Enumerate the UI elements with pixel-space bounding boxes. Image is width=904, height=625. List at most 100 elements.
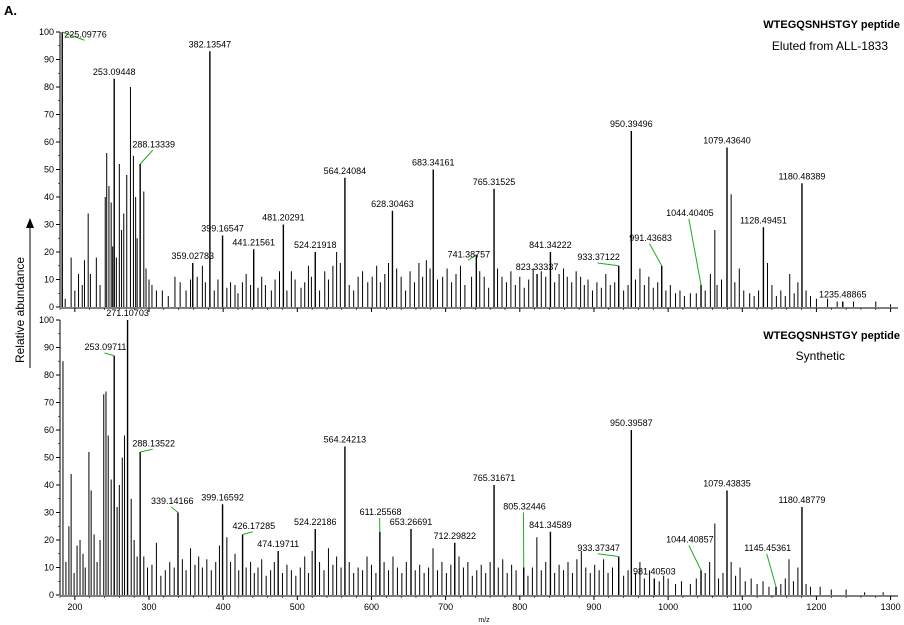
bottom-peak-label: 271.10703 (106, 308, 149, 318)
bottom-peak-label: 981.40503 (633, 567, 676, 577)
top-peak-label: 683.34161 (412, 158, 455, 168)
top-peak-leader-line (649, 243, 663, 266)
top-peak-label: 1180.48389 (779, 171, 826, 181)
bottom-y-tick-label: 0 (49, 590, 54, 600)
top-peak-label: 524.21918 (294, 240, 337, 250)
bottom-peak-label: 253.09711 (85, 342, 127, 352)
bottom-peak-label: 339.14166 (151, 496, 194, 506)
bottom-peak-label: 712.29822 (433, 531, 476, 541)
bottom-y-tick-label: 30 (44, 508, 54, 518)
bottom-x-tick-label: 300 (141, 602, 156, 612)
bottom-y-tick-label: 100 (39, 315, 54, 325)
bottom-y-tick-label: 80 (44, 370, 54, 380)
bottom-y-tick-label: 10 (44, 563, 54, 573)
top-peak-leader-line (139, 149, 154, 165)
bottom-peak-leader-line (140, 448, 153, 453)
top-peak-label: 765.31525 (473, 177, 516, 187)
bottom-peak-label: 474.19711 (257, 539, 299, 549)
bottom-peak-label: 765.31671 (473, 473, 516, 483)
bottom-peak-label: 1079.43835 (703, 479, 751, 489)
bottom-peak-label: 399.16592 (201, 492, 244, 502)
top-peak-label: 382.13547 (189, 39, 232, 49)
top-peak-leader-line (467, 254, 477, 261)
bottom-x-tick-label: 700 (438, 602, 453, 612)
top-peak-label: 359.02783 (171, 251, 214, 261)
bottom-y-tick-label: 70 (44, 398, 54, 408)
top-peak-leader-line (688, 218, 702, 286)
bottom-peak-label: 564.24213 (324, 435, 367, 445)
bottom-peak-leader-line (170, 506, 179, 513)
top-y-tick-label: 90 (44, 55, 54, 65)
bottom-x-tick-label: 1100 (733, 602, 752, 612)
bottom-peak-leader-line (688, 545, 702, 571)
top-peak-label: 1044.40405 (666, 208, 714, 218)
bottom-peak-label: 1180.48779 (779, 495, 826, 505)
bottom-peak-label: 288.13522 (132, 438, 175, 448)
bottom-x-tick-label: 1300 (881, 602, 901, 612)
bottom-x-tick-label: 600 (364, 602, 379, 612)
top-peak-label: 481.20291 (262, 213, 305, 223)
top-peak-label: 441.21561 (232, 237, 275, 247)
bottom-peak-label: 1145.45361 (744, 543, 791, 553)
bottom-x-tick-label: 200 (67, 602, 82, 612)
top-peak-label: 950.39496 (610, 119, 653, 129)
bottom-peak-label: 1044.40857 (666, 535, 714, 545)
top-peak-label: 1235.48865 (819, 290, 867, 300)
top-y-tick-label: 10 (44, 275, 54, 285)
top-peak-label: 741.38757 (448, 249, 491, 259)
bottom-x-tick-label: 500 (290, 602, 305, 612)
x-axis-label: m/z (478, 617, 490, 624)
y-axis-arrow-icon (26, 218, 34, 228)
bottom-peak-label: 653.26691 (390, 517, 433, 527)
top-y-tick-label: 40 (44, 192, 54, 202)
top-y-tick-label: 80 (44, 82, 54, 92)
bottom-y-tick-label: 20 (44, 535, 54, 545)
bottom-y-tick-label: 90 (44, 343, 54, 353)
bottom-spectrum-panel: WTEGQSNHSTGY peptide Synthetic 0 10 20 30 40… (39, 308, 901, 612)
bottom-peak-label: 805.32446 (503, 502, 546, 512)
top-spectrum-panel: WTEGQSNHSTGY peptide Eluted from ALL-183… (39, 19, 900, 312)
top-peak-label: 823.33337 (516, 262, 559, 272)
bottom-x-tick-label: 900 (586, 602, 601, 612)
top-peak-label: 933.37122 (577, 252, 620, 262)
bottom-x-tick-label: 1000 (658, 602, 678, 612)
top-peak-label: 564.24084 (324, 166, 367, 176)
bottom-peak-leader-line (242, 531, 253, 535)
top-y-tick-label: 100 (39, 27, 54, 37)
bottom-y-tick-label: 60 (44, 425, 54, 435)
top-panel-subtitle: Eluted from ALL-1833 (772, 39, 888, 53)
bottom-peak-leader-line (766, 553, 777, 587)
bottom-x-tick-label: 800 (512, 602, 527, 612)
top-y-tick-label: 50 (44, 165, 54, 175)
top-peak-label: 991.43683 (629, 233, 672, 243)
y-axis-label-group: Relative abundance (13, 218, 34, 368)
bottom-peak-label: 841.34589 (529, 520, 572, 530)
top-y-tick-label: 20 (44, 247, 54, 257)
bottom-x-tick-label: 400 (216, 602, 231, 612)
bottom-peak-label: 933.37347 (577, 543, 620, 553)
top-peak-label: 399.16547 (201, 224, 244, 234)
top-peak-label: 628.30463 (371, 199, 414, 209)
bottom-y-tick-label: 50 (44, 453, 54, 463)
top-y-tick-label: 30 (44, 220, 54, 230)
bottom-peak-label: 611.25568 (360, 507, 402, 517)
top-y-tick-label: 70 (44, 110, 54, 120)
bottom-panel-subtitle: Synthetic (796, 349, 845, 363)
bottom-x-tick-label: 1200 (806, 602, 826, 612)
top-peak-label: 1079.43640 (703, 136, 751, 146)
bottom-y-tick-label: 40 (44, 480, 54, 490)
top-peak-label: 841.34222 (529, 240, 572, 250)
bottom-peak-label: 426.17285 (233, 521, 276, 531)
bottom-peak-leader-line (104, 352, 115, 357)
panel-label: A. (4, 3, 17, 18)
top-panel-title: WTEGQSNHSTGY peptide (763, 19, 900, 31)
bottom-peak-label: 524.22186 (294, 517, 337, 527)
bottom-peak-label: 950.39587 (610, 418, 653, 428)
top-y-tick-label: 0 (49, 302, 54, 312)
bottom-peak-leader-line (597, 553, 619, 557)
top-peak-label: 253.09448 (93, 67, 136, 77)
top-y-tick-label: 60 (44, 137, 54, 147)
y-axis-label: Relative abundance (13, 257, 27, 363)
top-peak-label: 288.13339 (132, 139, 175, 149)
